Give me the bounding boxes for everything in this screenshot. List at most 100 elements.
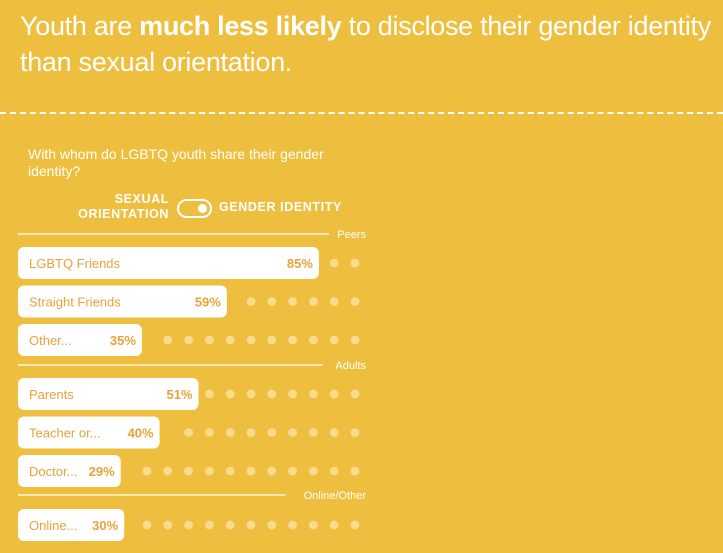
remainder-dot (329, 466, 339, 476)
remainder-dot (288, 428, 297, 437)
remainder-dot (184, 466, 194, 476)
remainder-dot (205, 466, 214, 476)
bar-row[interactable]: Teacher or... 40% (18, 416, 360, 449)
remainder-dot (329, 297, 339, 306)
remainder-dot (309, 297, 318, 306)
remainder-dot (184, 520, 194, 530)
remainder-dot (246, 297, 256, 306)
remainder-dot (350, 335, 360, 345)
headline-bold: much less likely (139, 11, 342, 41)
bar-label: LGBTQ Friends (29, 256, 121, 271)
bar-label: Parents (29, 387, 74, 402)
identity-toggle: SEXUAL ORIENTATION GENDER IDENTITY (0, 192, 723, 228)
remainder-dot (246, 466, 256, 476)
group-label: Adults (335, 360, 366, 372)
bar (18, 324, 142, 356)
bar-row[interactable]: Other... 35% (18, 324, 360, 356)
remainder-dot (205, 428, 214, 437)
remainder-dot (163, 466, 173, 476)
bar (18, 416, 160, 449)
remainder-dot (329, 428, 339, 437)
toggle-switch[interactable] (177, 199, 212, 218)
remainder-dot (267, 335, 277, 345)
bar-label: Straight Friends (29, 295, 121, 310)
bar-row[interactable]: Parents 51% (18, 378, 360, 410)
headline-prefix: Youth are (20, 11, 140, 41)
remainder-dot (329, 258, 339, 268)
remainder-dot (142, 466, 152, 476)
bar (18, 455, 121, 487)
bar-row[interactable]: Online... 30% (18, 509, 360, 541)
bar-value-label: 30% (92, 518, 118, 533)
bar-value-label: 85% (287, 256, 313, 271)
toggle-gender-identity-label[interactable]: GENDER IDENTITY (219, 200, 342, 214)
remainder-dot (288, 520, 297, 530)
remainder-dot (163, 520, 173, 530)
remainder-dot (205, 389, 214, 399)
bar-label: Online... (29, 518, 77, 533)
remainder-dot (142, 520, 152, 530)
remainder-dot (267, 466, 277, 476)
remainder-dot (329, 335, 339, 345)
remainder-dot (225, 389, 235, 399)
remainder-dot (350, 428, 360, 437)
bar (18, 247, 319, 279)
remainder-dot (288, 389, 297, 399)
remainder-dot (309, 428, 318, 437)
remainder-dot (205, 335, 214, 345)
remainder-dot (350, 389, 360, 399)
remainder-dot (246, 335, 256, 345)
bar (18, 509, 125, 541)
remainder-dot (350, 297, 360, 306)
group-label: Online/Other (304, 490, 367, 502)
headline-suffix: to disclose their gender identity than s… (20, 11, 711, 77)
remainder-dot (246, 520, 256, 530)
bar-value-label: 59% (195, 295, 221, 310)
bar (18, 378, 199, 410)
toggle-knob (198, 204, 207, 213)
bar-value-label: 40% (128, 426, 154, 441)
bar-row[interactable]: Doctor... 29% (18, 455, 360, 487)
remainder-dot (205, 520, 214, 530)
remainder-dot (184, 335, 194, 345)
remainder-dot (350, 520, 360, 530)
bar-value-label: 35% (110, 333, 136, 348)
dashed-divider (0, 112, 723, 114)
remainder-dot (225, 335, 235, 345)
remainder-dot (225, 428, 235, 437)
bar-row[interactable]: Straight Friends 59% (18, 285, 360, 318)
remainder-dot (309, 335, 318, 345)
toggle-sexual-orientation-label[interactable]: SEXUAL ORIENTATION (78, 192, 169, 221)
remainder-dot (225, 520, 235, 530)
bar-row[interactable]: LGBTQ Friends 85% (18, 247, 360, 279)
remainder-dot (225, 466, 235, 476)
bar-label: Teacher or... (29, 426, 101, 441)
remainder-dot (288, 466, 297, 476)
remainder-dot (329, 389, 339, 399)
headline: Youth are much less likely to disclose t… (20, 8, 715, 80)
remainder-dot (350, 466, 360, 476)
remainder-dot (246, 389, 256, 399)
remainder-dot (288, 297, 297, 306)
bar-label: Doctor... (29, 464, 77, 479)
remainder-dot (329, 520, 339, 530)
group-label: Peers (337, 229, 366, 241)
remainder-dot (184, 428, 194, 437)
remainder-dot (267, 389, 277, 399)
bar-label: Other... (29, 333, 72, 348)
bar-value-label: 29% (89, 464, 115, 479)
remainder-dot (309, 520, 318, 530)
remainder-dot (267, 520, 277, 530)
remainder-dot (246, 428, 256, 437)
remainder-dot (163, 335, 173, 345)
remainder-dot (350, 258, 360, 268)
remainder-dot (267, 297, 277, 306)
remainder-dot (309, 466, 318, 476)
chart-question: With whom do LGBTQ youth share their gen… (28, 146, 324, 179)
remainder-dot (309, 389, 318, 399)
remainder-dot (288, 335, 297, 345)
remainder-dot (267, 428, 277, 437)
bar-value-label: 51% (167, 387, 193, 402)
bar (18, 285, 227, 318)
